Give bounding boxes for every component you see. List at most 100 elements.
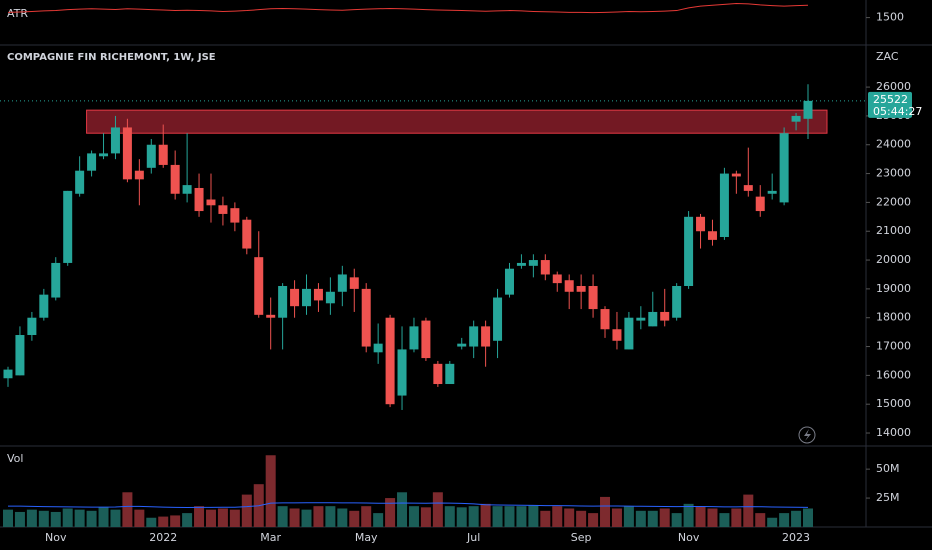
currency-label: ZAC	[876, 50, 899, 63]
price-tick-label: 26000	[876, 80, 911, 93]
candle-body	[707, 231, 717, 240]
candle-body	[278, 286, 288, 318]
price-tick-label: 19000	[876, 282, 911, 295]
candle-body	[230, 208, 240, 223]
volume-bar	[600, 496, 611, 527]
volume-bar	[444, 506, 455, 527]
price-tick-label: 14000	[876, 426, 911, 439]
chart-title: COMPAGNIE FIN RICHEMONT, 1W, JSE	[7, 52, 216, 63]
alert-icon[interactable]	[798, 426, 816, 444]
volume-bar	[528, 505, 539, 527]
volume-bar	[647, 510, 658, 527]
candle-body	[63, 190, 73, 263]
volume-bar	[791, 510, 802, 527]
candle-body	[87, 153, 97, 171]
volume-bar	[588, 513, 599, 527]
candle-body	[134, 170, 144, 180]
volume-bar	[731, 508, 742, 527]
volume-bar	[719, 513, 730, 527]
volume-bar	[205, 509, 216, 527]
volume-bar	[540, 510, 551, 527]
volume-bar	[26, 509, 37, 527]
candle-body	[493, 297, 503, 341]
volume-bar	[301, 509, 312, 527]
volume-bar	[707, 508, 718, 527]
candle-body	[731, 173, 741, 177]
volume-bar	[385, 498, 396, 527]
candle-body	[361, 288, 371, 347]
volume-bar	[122, 492, 133, 527]
candle-body	[672, 286, 682, 318]
volume-bar	[743, 494, 754, 527]
volume-ma-line	[8, 502, 809, 508]
price-tick-label: 17000	[876, 340, 911, 353]
volume-bar	[397, 492, 408, 527]
volume-bar	[38, 510, 49, 527]
candle-body	[397, 349, 407, 396]
candle-body	[433, 363, 443, 385]
candle-body	[660, 311, 670, 321]
volume-bar	[456, 507, 467, 527]
candle-body	[540, 260, 550, 275]
volume-bar	[241, 494, 252, 527]
alert-icon-bolt	[804, 429, 811, 441]
volume-bar	[516, 506, 527, 527]
volume-bar	[695, 506, 706, 527]
volume-bar	[635, 510, 646, 527]
candle-body	[564, 280, 574, 292]
volume-bar	[564, 508, 575, 527]
volume-bar	[217, 508, 228, 527]
candle-body	[528, 260, 538, 266]
candle-body	[457, 343, 467, 347]
volume-bar	[671, 513, 682, 527]
atr-line	[7, 3, 809, 14]
volume-bar	[468, 506, 479, 527]
time-label: Jul	[466, 531, 480, 544]
volume-bar	[146, 517, 157, 527]
candle-body	[516, 262, 526, 266]
price-tick-label: 23000	[876, 167, 911, 180]
candle-body	[313, 288, 323, 301]
candle-body	[290, 288, 300, 307]
candle-body	[158, 144, 168, 165]
candle-body	[254, 257, 264, 315]
time-label: 2022	[149, 531, 177, 544]
candle-body	[421, 320, 431, 359]
candle-body	[349, 277, 359, 289]
candle-body	[504, 268, 514, 295]
candle-body	[182, 185, 192, 194]
candle-body	[743, 185, 753, 191]
candle-body	[684, 216, 694, 287]
volume-bar	[110, 509, 121, 527]
candle-body	[481, 326, 491, 347]
volume-bar	[611, 508, 622, 527]
volume-bar	[3, 509, 13, 527]
candle-body	[302, 288, 312, 307]
volume-bar	[170, 515, 181, 527]
volume-bar	[623, 506, 634, 527]
volume-bar	[803, 508, 813, 527]
volume-bar	[277, 506, 288, 527]
price-tick-label: 24000	[876, 138, 911, 151]
candle-body	[3, 369, 13, 379]
last-price-box	[868, 91, 912, 118]
candle-body	[779, 133, 789, 203]
volume-bar	[337, 508, 348, 527]
candle-body	[206, 199, 216, 206]
volume-bar	[62, 508, 73, 527]
price-tick-label: 21000	[876, 224, 911, 237]
atr-tick-label: 1500	[876, 11, 904, 24]
volume-bar	[779, 513, 790, 527]
volume-bar	[492, 506, 503, 527]
volume-tick-label: 25M	[876, 491, 900, 504]
candle-body	[194, 187, 204, 212]
time-label: May	[355, 531, 378, 544]
candle-body	[767, 190, 777, 194]
last-price-label: 25522	[873, 93, 908, 106]
volume-bar	[349, 510, 360, 527]
resistance-zone	[86, 109, 828, 134]
volume-bar	[576, 510, 587, 527]
countdown-label: 05:44:27	[873, 105, 922, 118]
volume-bar	[480, 503, 491, 527]
candle-body	[719, 173, 729, 237]
